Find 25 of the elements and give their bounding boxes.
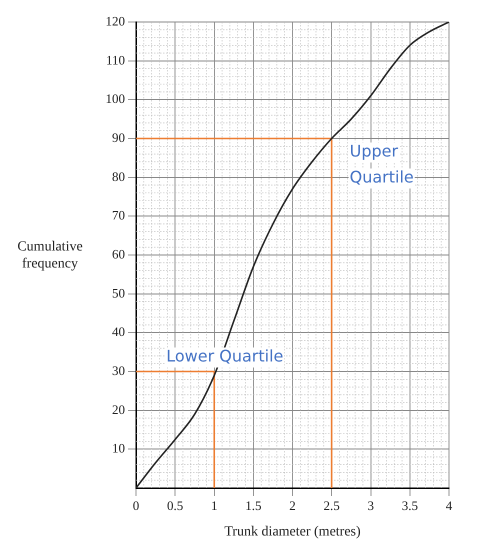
- y-tick-label: 70: [112, 208, 125, 223]
- annotation: Upper Quartile: [350, 142, 414, 187]
- y-tick-label: 10: [112, 440, 125, 456]
- x-tick-label: 3: [368, 498, 374, 514]
- x-tick-label: 2: [289, 498, 296, 514]
- x-tick-label: 4: [446, 498, 453, 514]
- x-tick-label: 0: [132, 498, 140, 514]
- y-tick-label: 110: [106, 52, 125, 68]
- y-tick-label: 50: [112, 285, 125, 300]
- x-tick-label: 3.5: [402, 498, 418, 514]
- y-tick-label: 80: [112, 168, 125, 184]
- x-tick-label: 0.5: [167, 498, 184, 514]
- y-tick-label: 90: [112, 130, 125, 145]
- y-axis-title: Cumulative frequency: [17, 240, 83, 272]
- y-tick-label: 20: [112, 402, 125, 417]
- x-tick-label: 2.5: [324, 498, 340, 514]
- y-tick-label: 100: [106, 91, 125, 106]
- y-tick-label: 60: [112, 246, 125, 262]
- y-tick-label: 120: [106, 13, 125, 28]
- y-tick-label: 40: [112, 324, 125, 340]
- y-tick-label: 30: [112, 362, 125, 378]
- x-tick-label: 1.5: [245, 498, 262, 514]
- x-axis-title: Trunk diameter (metres): [224, 524, 361, 540]
- annotation: Lower Quartile: [166, 346, 284, 366]
- x-tick-label: 1: [211, 498, 218, 514]
